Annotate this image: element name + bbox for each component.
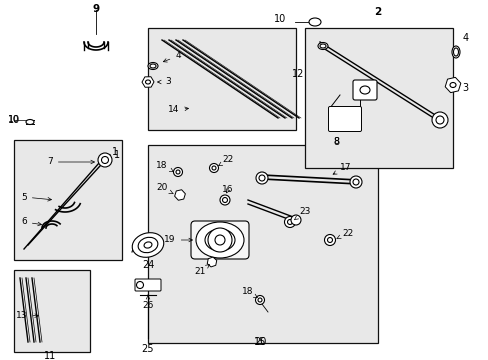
Bar — [305, 28, 452, 168]
Circle shape — [222, 198, 227, 202]
Ellipse shape — [26, 120, 34, 125]
Text: 13: 13 — [16, 310, 39, 320]
Ellipse shape — [150, 64, 156, 68]
Circle shape — [431, 112, 447, 128]
Circle shape — [258, 298, 262, 302]
FancyBboxPatch shape — [135, 279, 161, 291]
Text: 4: 4 — [462, 33, 468, 43]
Text: 5: 5 — [21, 193, 51, 202]
Circle shape — [284, 216, 295, 228]
Text: 23: 23 — [294, 207, 310, 220]
Text: 19: 19 — [164, 235, 192, 244]
Circle shape — [256, 172, 267, 184]
Text: 17: 17 — [332, 162, 351, 174]
Text: 1: 1 — [112, 147, 118, 157]
Ellipse shape — [132, 233, 163, 257]
Circle shape — [173, 167, 182, 176]
Text: 18: 18 — [242, 288, 257, 298]
Text: 8: 8 — [332, 138, 338, 147]
Ellipse shape — [451, 46, 459, 58]
Text: 2: 2 — [374, 7, 381, 17]
Ellipse shape — [308, 18, 320, 26]
Text: 3: 3 — [157, 77, 170, 86]
Circle shape — [212, 166, 216, 170]
Text: 1: 1 — [114, 150, 120, 160]
Ellipse shape — [196, 222, 244, 258]
Circle shape — [102, 157, 108, 163]
Text: 3: 3 — [461, 83, 467, 93]
Bar — [14, 270, 90, 352]
Ellipse shape — [138, 237, 158, 253]
Circle shape — [352, 179, 358, 185]
FancyBboxPatch shape — [328, 107, 361, 131]
Text: 24: 24 — [142, 260, 154, 270]
Bar — [148, 28, 295, 130]
Circle shape — [209, 163, 218, 172]
Text: 20: 20 — [156, 184, 173, 194]
FancyBboxPatch shape — [191, 221, 248, 259]
Circle shape — [349, 176, 361, 188]
Ellipse shape — [317, 42, 327, 49]
Text: 10: 10 — [8, 115, 20, 125]
Text: 6: 6 — [21, 217, 41, 226]
Ellipse shape — [359, 86, 369, 94]
Ellipse shape — [452, 48, 458, 56]
Text: 12: 12 — [291, 69, 304, 79]
Circle shape — [287, 220, 292, 225]
Text: 25: 25 — [142, 344, 154, 354]
Bar — [148, 145, 377, 343]
Text: 22: 22 — [218, 156, 233, 166]
Ellipse shape — [148, 63, 158, 69]
Circle shape — [98, 153, 112, 167]
Text: 15: 15 — [253, 337, 265, 347]
Ellipse shape — [319, 44, 325, 48]
Text: 18: 18 — [156, 161, 173, 172]
Text: 10: 10 — [8, 116, 20, 125]
Ellipse shape — [204, 229, 235, 251]
Text: 14: 14 — [168, 105, 188, 114]
Text: 4: 4 — [163, 51, 181, 62]
Circle shape — [215, 235, 224, 245]
Circle shape — [176, 170, 180, 174]
Bar — [14, 140, 122, 260]
Text: 9: 9 — [92, 4, 100, 14]
Circle shape — [435, 116, 443, 124]
Circle shape — [327, 238, 332, 243]
Text: 7: 7 — [47, 158, 94, 166]
Ellipse shape — [145, 80, 150, 84]
Circle shape — [290, 215, 301, 225]
Circle shape — [255, 296, 264, 305]
Circle shape — [259, 175, 264, 181]
Text: 20: 20 — [253, 337, 265, 347]
Circle shape — [220, 195, 229, 205]
Circle shape — [136, 282, 143, 288]
Text: 10: 10 — [273, 14, 285, 24]
FancyBboxPatch shape — [352, 80, 376, 100]
Text: 26: 26 — [142, 295, 153, 310]
Text: 22: 22 — [336, 229, 353, 239]
Ellipse shape — [144, 242, 152, 248]
Circle shape — [207, 228, 231, 252]
Text: 8: 8 — [332, 137, 338, 147]
Ellipse shape — [449, 82, 455, 87]
Text: 16: 16 — [222, 185, 233, 194]
Text: 21: 21 — [194, 265, 209, 276]
Text: 11: 11 — [44, 351, 56, 360]
Circle shape — [324, 234, 335, 246]
